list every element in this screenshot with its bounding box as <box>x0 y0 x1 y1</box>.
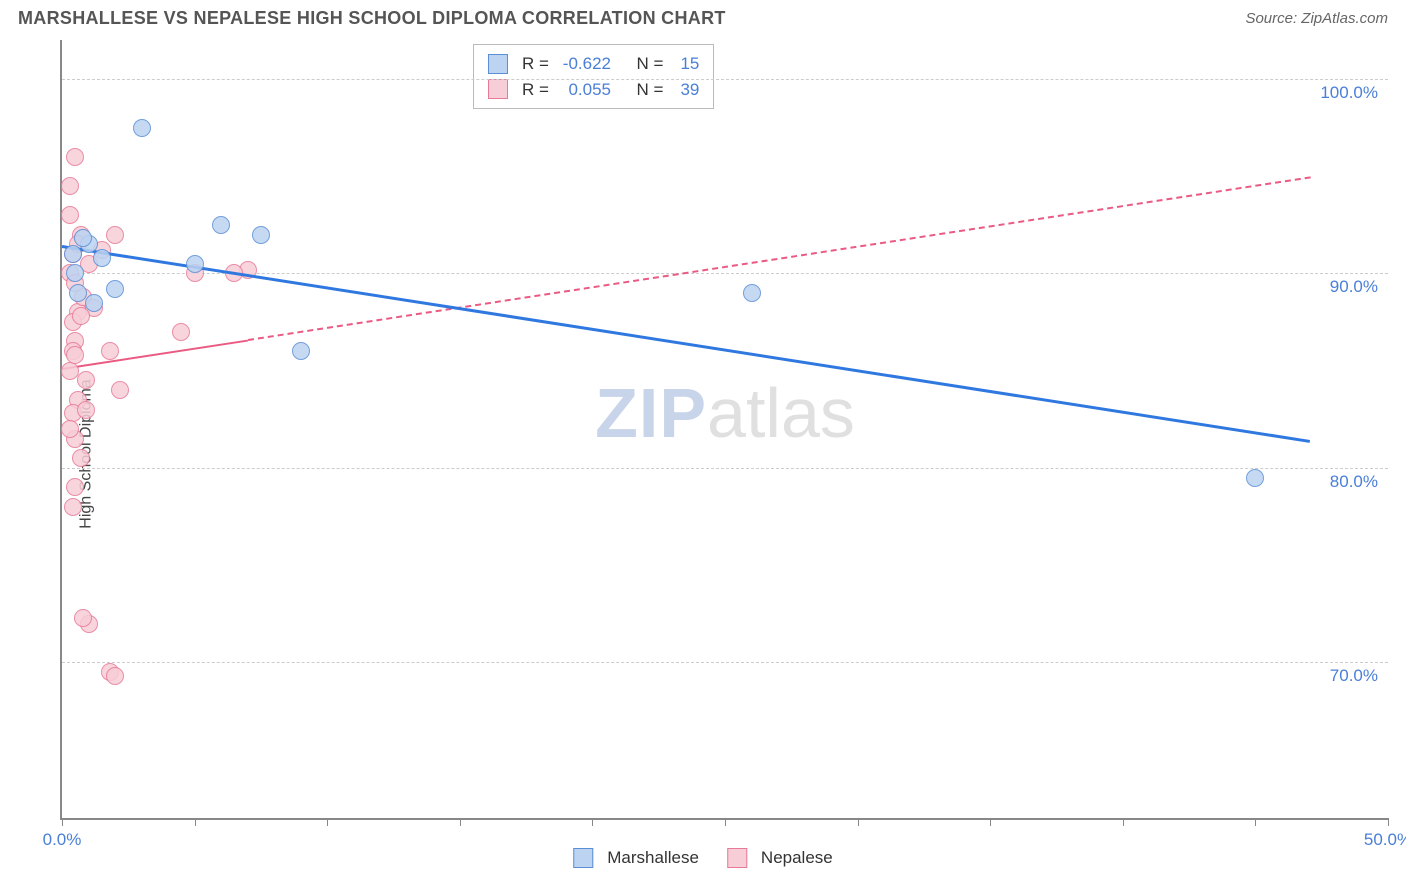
stats-swatch <box>488 79 508 99</box>
data-point <box>66 148 84 166</box>
x-tick <box>990 818 991 826</box>
stats-n-label: N = <box>636 51 663 77</box>
data-point <box>106 667 124 685</box>
legend-swatch-marshallese <box>573 848 593 868</box>
x-tick <box>725 818 726 826</box>
trend-line-extrapolated <box>248 176 1311 341</box>
chart-title: MARSHALLESE VS NEPALESE HIGH SCHOOL DIPL… <box>18 8 726 29</box>
data-point <box>101 342 119 360</box>
data-point <box>66 264 84 282</box>
stats-n-value: 39 <box>671 77 699 103</box>
data-point <box>64 245 82 263</box>
x-tick-label: 0.0% <box>43 830 82 850</box>
data-point <box>61 420 79 438</box>
data-point <box>106 226 124 244</box>
y-tick-label: 70.0% <box>1330 666 1378 686</box>
data-point <box>74 229 92 247</box>
stats-r-value: 0.055 <box>557 77 611 103</box>
stats-row: R = 0.055 N = 39 <box>488 77 699 103</box>
data-point <box>172 323 190 341</box>
x-tick <box>1388 818 1389 826</box>
data-point <box>61 177 79 195</box>
data-point <box>66 346 84 364</box>
data-point <box>72 449 90 467</box>
legend-item-nepalese: Nepalese <box>727 848 833 868</box>
gridline-h <box>62 79 1388 80</box>
data-point <box>64 498 82 516</box>
y-tick-label: 80.0% <box>1330 472 1378 492</box>
x-tick <box>460 818 461 826</box>
data-point <box>74 609 92 627</box>
data-point <box>93 249 111 267</box>
data-point <box>212 216 230 234</box>
data-point <box>85 294 103 312</box>
stats-row: R = -0.622 N = 15 <box>488 51 699 77</box>
legend-item-marshallese: Marshallese <box>573 848 699 868</box>
source-label: Source: ZipAtlas.com <box>1245 10 1388 27</box>
data-point <box>66 478 84 496</box>
gridline-h <box>62 662 1388 663</box>
stats-n-value: 15 <box>671 51 699 77</box>
trend-line <box>62 339 248 369</box>
stats-r-label: R = <box>522 77 549 103</box>
x-tick <box>858 818 859 826</box>
gridline-h <box>62 468 1388 469</box>
bottom-legend: Marshallese Nepalese <box>573 848 832 868</box>
gridline-h <box>62 273 1388 274</box>
plot-area: ZIPatlas R = -0.622 N = 15 R = 0.055 N = 39 7… <box>60 40 1388 820</box>
x-tick <box>195 818 196 826</box>
stats-legend-box: R = -0.622 N = 15 R = 0.055 N = 39 <box>473 44 714 109</box>
y-tick-label: 90.0% <box>1330 277 1378 297</box>
stats-swatch <box>488 54 508 74</box>
x-tick <box>592 818 593 826</box>
watermark: ZIPatlas <box>595 373 855 453</box>
y-tick-label: 100.0% <box>1320 83 1378 103</box>
stats-r-label: R = <box>522 51 549 77</box>
data-point <box>72 307 90 325</box>
data-point <box>292 342 310 360</box>
legend-label-nepalese: Nepalese <box>761 848 833 868</box>
data-point <box>77 371 95 389</box>
stats-n-label: N = <box>636 77 663 103</box>
chart-container: High School Diploma ZIPatlas R =-0.622 N… <box>18 40 1388 868</box>
x-tick <box>327 818 328 826</box>
watermark-zip: ZIP <box>595 374 707 452</box>
x-tick <box>1123 818 1124 826</box>
legend-swatch-nepalese <box>727 848 747 868</box>
data-point <box>252 226 270 244</box>
data-point <box>106 280 124 298</box>
data-point <box>186 255 204 273</box>
watermark-atlas: atlas <box>707 374 855 452</box>
legend-label-marshallese: Marshallese <box>607 848 699 868</box>
data-point <box>111 381 129 399</box>
data-point <box>61 206 79 224</box>
x-tick-label: 50.0% <box>1364 830 1406 850</box>
data-point <box>1246 469 1264 487</box>
data-point <box>77 401 95 419</box>
stats-r-value: -0.622 <box>557 51 611 77</box>
x-tick <box>62 818 63 826</box>
x-tick <box>1255 818 1256 826</box>
data-point <box>133 119 151 137</box>
data-point <box>743 284 761 302</box>
